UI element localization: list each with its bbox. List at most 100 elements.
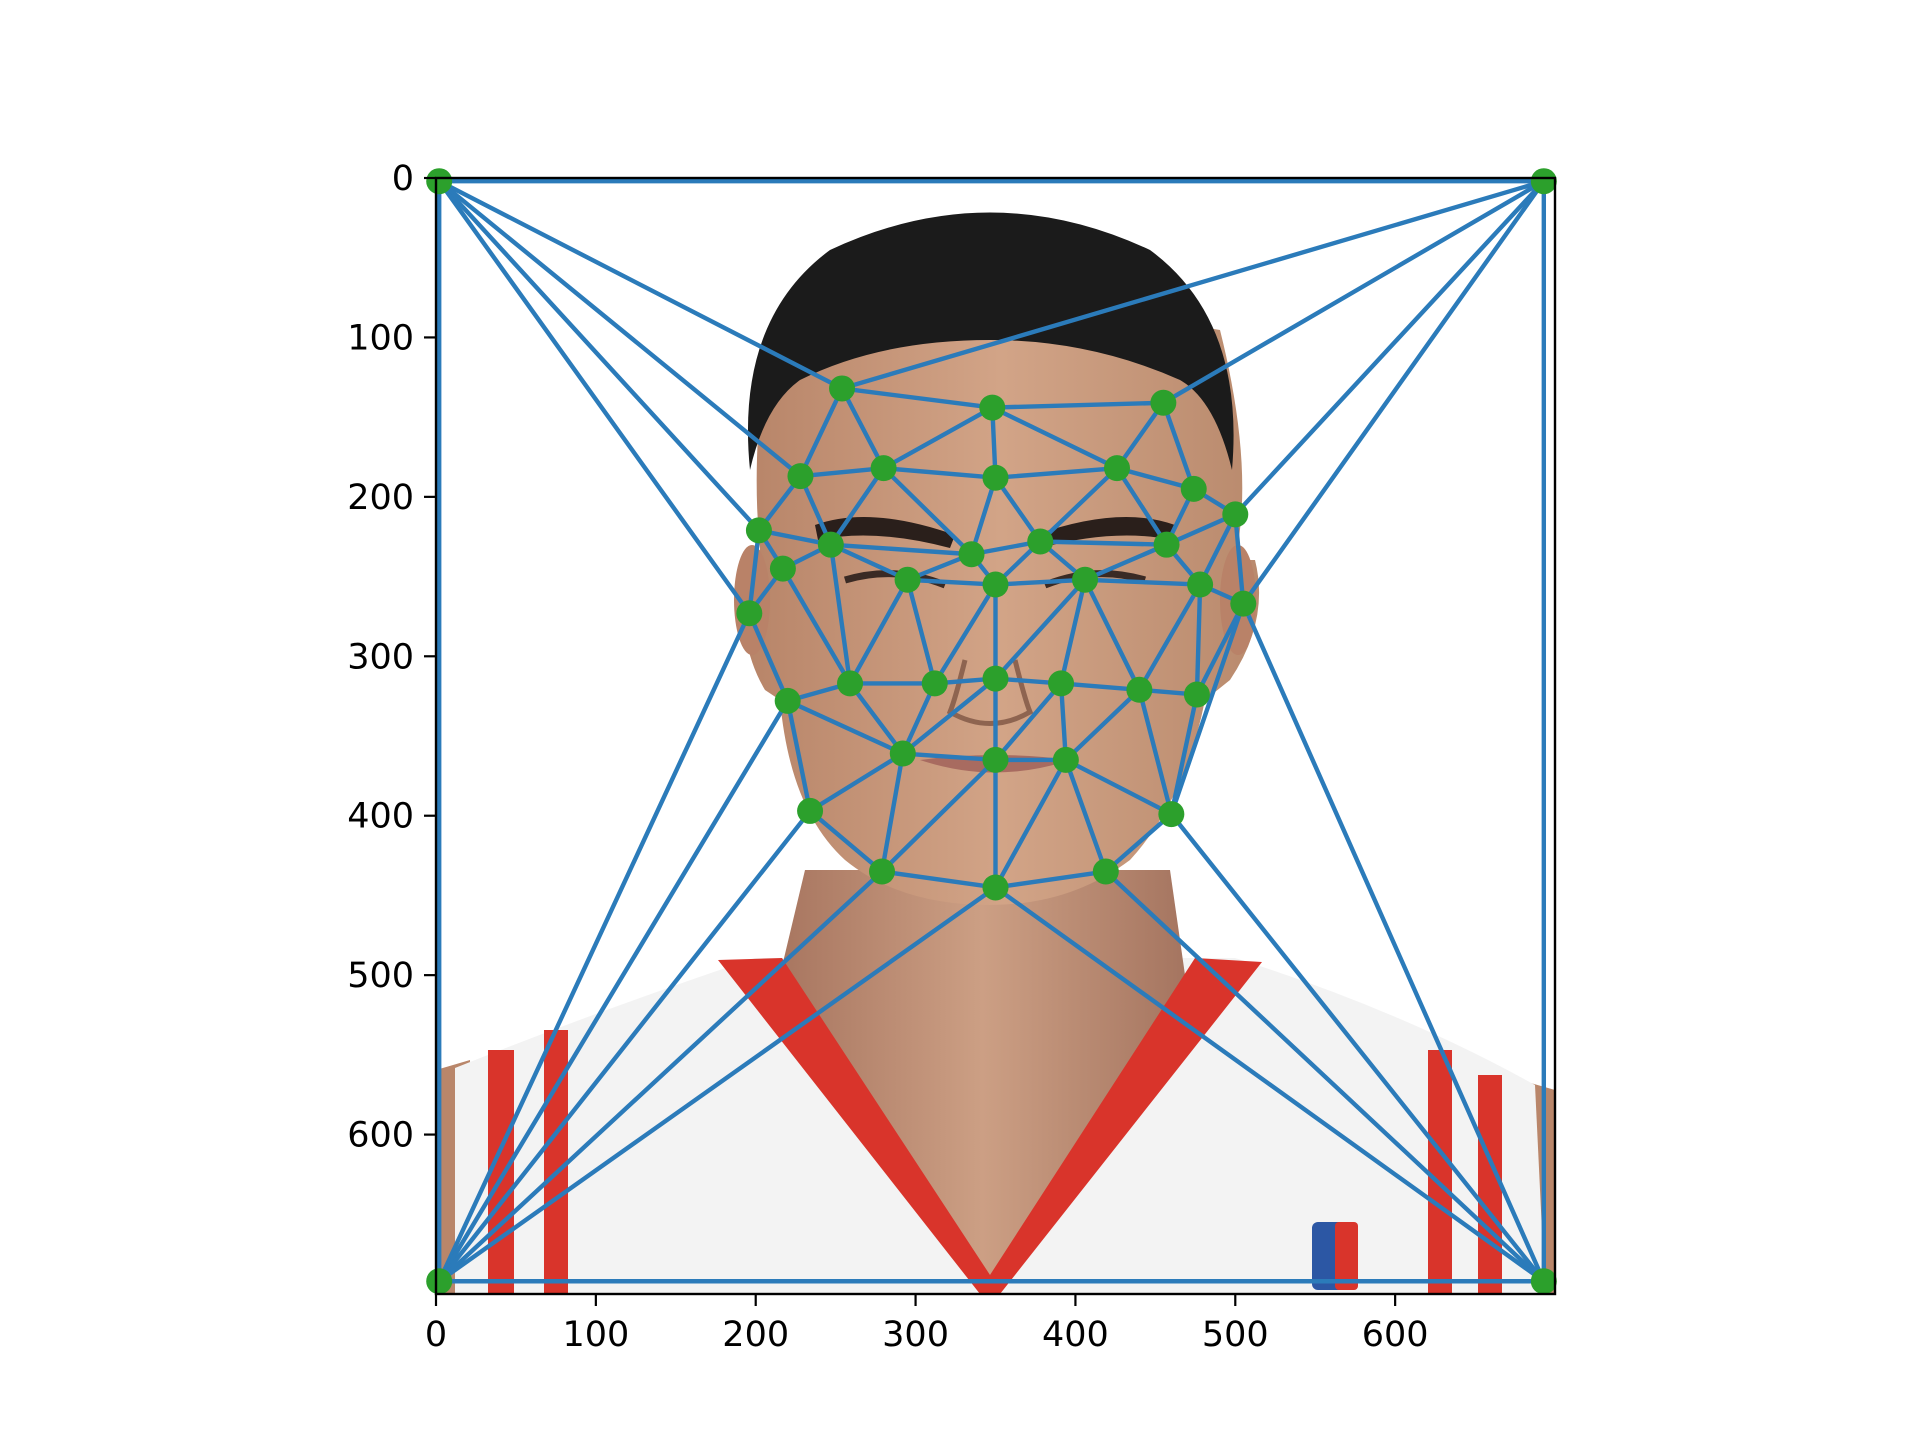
- landmark-point: [1222, 501, 1249, 528]
- mesh-edge: [747, 611, 790, 704]
- mesh-edge: [1082, 577, 1142, 692]
- landmark-points: [426, 168, 1557, 1295]
- mesh-edge: [839, 178, 1547, 391]
- mesh-edge: [1241, 601, 1547, 1284]
- mesh-edge: [828, 542, 910, 582]
- landmark-point: [774, 687, 801, 714]
- mesh-edge: [436, 808, 813, 1284]
- landmark-point: [769, 555, 796, 582]
- mesh-edge: [436, 178, 803, 479]
- y-tick-label: 500: [347, 956, 414, 996]
- mesh-edge: [1169, 811, 1547, 1284]
- landmark-point: [982, 665, 1009, 692]
- mesh-edge: [839, 386, 886, 471]
- mesh-edge: [785, 698, 905, 756]
- face: [742, 310, 1260, 905]
- mesh-edge: [798, 386, 845, 479]
- mesh-edge: [1103, 869, 1547, 1284]
- jersey-collar: [718, 958, 1262, 1294]
- mesh-edge: [785, 698, 813, 814]
- mesh-edge: [932, 582, 998, 686]
- x-tick-label: 400: [1042, 1315, 1109, 1355]
- landmark-point: [829, 375, 856, 402]
- x-axis-ticks: 0 100 200 300 400 500 600: [425, 1294, 1429, 1355]
- mesh-edge: [1063, 757, 1174, 817]
- mesh-edge: [993, 681, 1064, 763]
- mesh-edge: [1114, 465, 1196, 492]
- mesh-edge: [1241, 178, 1547, 606]
- jersey-stripe: [1428, 1050, 1452, 1294]
- nose: [946, 659, 1034, 726]
- mesh-edge: [993, 577, 1088, 681]
- mesh-edge: [905, 577, 998, 587]
- jersey-logo: [1335, 1222, 1358, 1290]
- x-tick-label: 500: [1202, 1315, 1269, 1355]
- landmark-point: [1072, 566, 1099, 593]
- landmark-point: [894, 566, 921, 593]
- landmark-point: [426, 168, 453, 195]
- y-tick-label: 300: [347, 637, 414, 677]
- landmark-point: [787, 463, 814, 490]
- y-tick-label: 200: [347, 478, 414, 518]
- landmark-point: [869, 858, 896, 885]
- mesh-edge: [798, 465, 886, 479]
- x-tick-label: 200: [722, 1315, 789, 1355]
- mesh-edge: [879, 869, 998, 890]
- mesh-edge: [436, 885, 998, 1284]
- landmark-point: [982, 571, 1009, 598]
- mesh-edge: [881, 405, 995, 471]
- mesh-edge: [1082, 542, 1169, 582]
- landmark-point: [982, 746, 1009, 773]
- landmark-point: [870, 455, 897, 482]
- mesh-edge: [847, 577, 910, 686]
- mesh-edge: [780, 566, 853, 686]
- mesh-edge: [436, 611, 752, 1284]
- mesh-edge: [1194, 582, 1203, 697]
- mesh-edge: [993, 577, 1088, 587]
- mesh-edge: [436, 178, 752, 616]
- mesh-edge: [900, 751, 998, 763]
- neck: [780, 870, 1185, 1275]
- mesh-edge: [828, 465, 886, 547]
- mesh-edge: [1103, 811, 1174, 874]
- mesh-edge: [847, 681, 905, 756]
- landmark-point: [1027, 528, 1054, 555]
- x-tick-label: 100: [562, 1315, 629, 1355]
- mesh-edge: [436, 178, 762, 533]
- landmark-point: [1187, 571, 1214, 598]
- portrait-photo: [436, 178, 1555, 1294]
- landmark-point: [1103, 455, 1130, 482]
- y-tick-label: 600: [347, 1116, 414, 1156]
- landmark-point: [979, 394, 1006, 421]
- mesh-edge: [881, 465, 998, 480]
- landmark-point: [958, 541, 985, 568]
- mesh-edge: [1058, 577, 1088, 686]
- mesh-edge: [1038, 539, 1169, 547]
- mesh-edge: [1063, 687, 1142, 763]
- mesh-edge: [1038, 465, 1120, 544]
- mesh-edge: [990, 400, 1166, 410]
- mesh-edge: [436, 869, 885, 1284]
- landmark-point: [1052, 746, 1079, 773]
- y-tick-label: 0: [392, 159, 414, 199]
- landmark-point: [1530, 1268, 1557, 1295]
- landmark-point: [889, 740, 916, 767]
- landmark-point: [745, 517, 772, 544]
- landmark-point: [1180, 475, 1207, 502]
- landmark-point: [1153, 531, 1180, 558]
- mesh-edge: [1063, 757, 1109, 874]
- mesh-edge: [1114, 400, 1166, 471]
- mesh-edge: [1137, 687, 1174, 817]
- x-tick-label: 0: [425, 1315, 447, 1355]
- mesh-edge: [807, 808, 885, 874]
- landmark-point: [1126, 676, 1153, 703]
- mesh-edge: [436, 178, 845, 391]
- eyebrow-left: [815, 517, 955, 548]
- mesh-edge: [839, 386, 995, 410]
- mesh-edge: [1161, 178, 1547, 405]
- landmark-point: [1158, 801, 1185, 828]
- mesh-edge: [900, 676, 998, 756]
- mesh-edge: [905, 577, 937, 686]
- landmark-point: [982, 874, 1009, 901]
